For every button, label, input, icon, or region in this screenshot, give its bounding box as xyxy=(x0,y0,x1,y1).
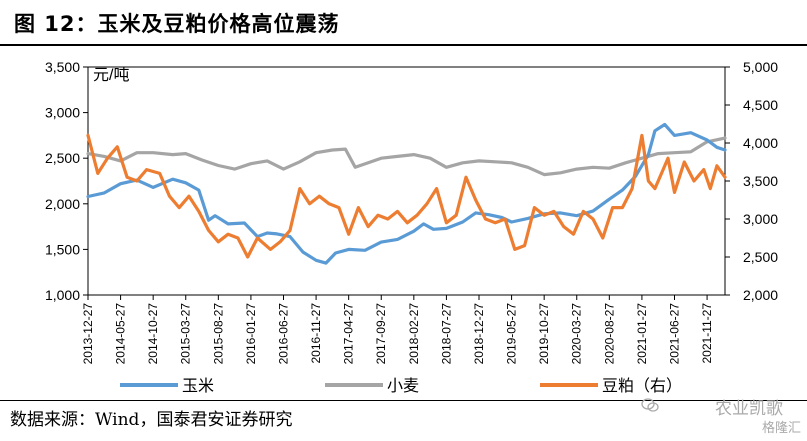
x-tick-label: 2014-10-27 xyxy=(146,303,160,365)
brand-watermark: 格隆汇 xyxy=(761,421,801,436)
y-right-tick-label: 2,000 xyxy=(743,287,778,303)
figure-title: 图 12：玉米及豆粕价格高位震荡 xyxy=(14,12,340,36)
y-left-tick-label: 2,500 xyxy=(45,150,80,166)
legend-label: 豆粕（右） xyxy=(602,377,682,395)
y-right-tick-label: 3,500 xyxy=(743,173,778,189)
x-tick-label: 2016-11-27 xyxy=(309,303,323,364)
x-tick-label: 2020-03-27 xyxy=(570,303,584,365)
legend: 玉米 小麦 豆粕（右） xyxy=(120,377,682,395)
source-divider xyxy=(0,400,807,401)
series-line-wheat xyxy=(86,136,727,177)
y-right-tick-label: 5,000 xyxy=(743,59,778,75)
x-tick-label: 2021-06-27 xyxy=(667,303,681,365)
y-left-tick-label: 3,000 xyxy=(45,105,80,121)
series-layer xyxy=(86,122,727,265)
x-tick-label: 2013-12-27 xyxy=(81,303,95,365)
x-tick-label: 2019-05-27 xyxy=(505,303,519,365)
y-right-tick-label: 2,500 xyxy=(743,249,778,265)
title-divider xyxy=(0,44,807,46)
data-source-note: 数据来源：Wind，国泰君安证券研究 xyxy=(10,410,293,430)
x-tick-label: 2014-05-27 xyxy=(114,303,128,365)
x-tick-label: 2017-09-27 xyxy=(374,303,388,365)
x-tick-label: 2018-02-27 xyxy=(407,303,421,365)
y-left-tick-label: 3,500 xyxy=(45,59,80,75)
x-tick-label: 2016-01-27 xyxy=(244,303,258,365)
y-left-tick-label: 1,500 xyxy=(45,241,80,257)
x-tick-label: 2021-01-27 xyxy=(635,303,649,365)
y-left-tick-label: 2,000 xyxy=(45,196,80,212)
y-right-tick-label: 4,000 xyxy=(743,135,778,151)
x-tick-label: 2021-11-27 xyxy=(700,303,714,364)
x-tick-label: 2018-12-27 xyxy=(472,303,486,365)
y-axis-unit-label: 元/吨 xyxy=(93,66,129,84)
x-tick-label: 2019-10-27 xyxy=(537,303,551,365)
y-right-ticks: 2,000 2,500 3,000 3,500 4,000 4,500 5,000 xyxy=(725,59,778,303)
x-ticks: 2013-12-27 2014-05-27 2014-10-27 2015-03-27… xyxy=(81,295,714,364)
line-chart: 元/吨 1,000 1,500 2,000 2,500 3,000 3,500 2,000… xyxy=(45,59,778,395)
x-tick-label: 2018-07-27 xyxy=(439,303,453,365)
series-line-soymeal xyxy=(86,133,727,259)
legend-label: 玉米 xyxy=(182,377,214,395)
x-tick-label: 2016-06-27 xyxy=(276,303,290,365)
legend-label: 小麦 xyxy=(387,377,419,395)
x-tick-label: 2020-08-27 xyxy=(602,303,616,365)
y-left-ticks: 1,000 1,500 2,000 2,500 3,000 3,500 xyxy=(45,59,88,303)
x-tick-label: 2017-04-27 xyxy=(342,303,356,365)
x-tick-label: 2015-03-27 xyxy=(179,303,193,365)
wechat-icon xyxy=(641,398,659,412)
y-right-tick-label: 4,500 xyxy=(743,97,778,113)
y-left-tick-label: 1,000 xyxy=(45,287,80,303)
y-right-tick-label: 3,000 xyxy=(743,211,778,227)
watermark-text: 农业凯歌 xyxy=(715,399,783,419)
x-tick-label: 2015-08-27 xyxy=(211,303,225,365)
